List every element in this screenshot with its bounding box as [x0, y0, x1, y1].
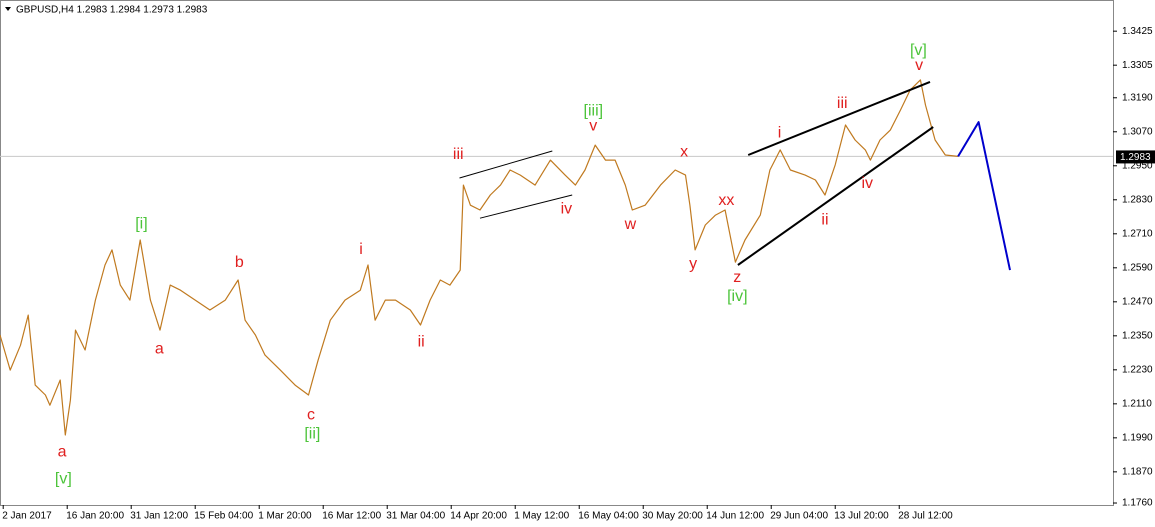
chart-title: GBPUSD,H4 1.2983 1.2984 1.2973 1.2983 — [16, 5, 208, 16]
x-tick-label: 28 Jul 12:00 — [898, 511, 953, 522]
y-tick-label: 1.2950 — [1122, 160, 1153, 171]
wave-label: [v] — [910, 42, 927, 59]
price-line — [0, 79, 959, 436]
bid-label: 1.2983 — [1120, 152, 1151, 163]
wave-label: i — [778, 124, 782, 141]
x-tick-label: 16 Mar 12:00 — [322, 511, 381, 522]
y-tick-label: 1.1990 — [1122, 432, 1153, 443]
wave-label: i — [359, 241, 363, 258]
x-tick-label: 1 Mar 20:00 — [258, 511, 312, 522]
x-tick-label: 31 Mar 04:00 — [386, 511, 445, 522]
x-tick-label: 30 May 20:00 — [642, 511, 703, 522]
wave-label: w — [624, 216, 637, 233]
wave-label: xx — [718, 192, 734, 209]
wave-label: [iv] — [727, 288, 747, 305]
x-tick-label: 1 May 12:00 — [514, 511, 569, 522]
wave-label: z — [733, 269, 741, 286]
y-tick-label: 1.2110 — [1122, 398, 1152, 409]
x-tick-label: 16 May 04:00 — [578, 511, 639, 522]
y-tick-label: 1.1760 — [1122, 498, 1153, 509]
plot-frame — [0, 0, 1114, 506]
y-tick-label: 1.2710 — [1122, 228, 1153, 239]
wave-label: [iii] — [584, 102, 604, 119]
wave-label: ii — [418, 333, 425, 350]
wave-label: iv — [561, 200, 573, 217]
y-tick-label: 1.2830 — [1122, 194, 1153, 205]
wave-label: x — [680, 143, 688, 160]
y-tick-label: 1.1870 — [1122, 466, 1153, 477]
wave-label: [i] — [135, 215, 147, 232]
y-tick-label: 1.2590 — [1122, 262, 1153, 273]
drawn-line — [737, 126, 934, 266]
x-tick-label: 14 Jun 12:00 — [706, 511, 764, 522]
wave-label: iv — [861, 175, 873, 192]
wave-label: iii — [837, 95, 848, 112]
drawn-line — [479, 194, 573, 219]
drawn-line — [747, 80, 931, 156]
wave-label: ii — [821, 211, 828, 228]
wave-label: v — [915, 57, 923, 74]
bid-box — [1116, 150, 1155, 164]
wave-label: [ii] — [304, 425, 320, 442]
y-tick-label: 1.3070 — [1122, 126, 1153, 137]
wave-label: a — [58, 444, 67, 461]
wave-label: a — [155, 340, 164, 357]
y-tick-label: 1.2230 — [1122, 364, 1153, 375]
y-tick-label: 1.2350 — [1122, 330, 1153, 341]
x-tick-label: 15 Feb 04:00 — [194, 511, 253, 522]
drawn-line — [957, 121, 1011, 271]
x-tick-label: 13 Jul 20:00 — [834, 511, 889, 522]
wave-label: b — [235, 254, 244, 271]
x-tick-label: 16 Jan 20:00 — [66, 511, 124, 522]
menu-arrow[interactable] — [5, 7, 11, 11]
x-tick-label: 14 Apr 20:00 — [450, 511, 507, 522]
x-tick-label: 29 Jun 04:00 — [770, 511, 828, 522]
x-tick-label: 31 Jan 12:00 — [130, 511, 188, 522]
wave-label: v — [589, 117, 597, 134]
y-tick-label: 1.3425 — [1122, 26, 1153, 37]
y-tick-label: 1.3190 — [1122, 92, 1153, 103]
wave-label: [v] — [55, 470, 72, 487]
y-tick-label: 1.2470 — [1122, 296, 1153, 307]
wave-label: y — [689, 255, 697, 272]
x-tick-label: 2 Jan 2017 — [2, 511, 52, 522]
drawn-line — [459, 150, 553, 179]
y-tick-label: 1.3305 — [1122, 60, 1153, 71]
wave-label: iii — [453, 146, 464, 163]
wave-label: c — [307, 406, 315, 423]
